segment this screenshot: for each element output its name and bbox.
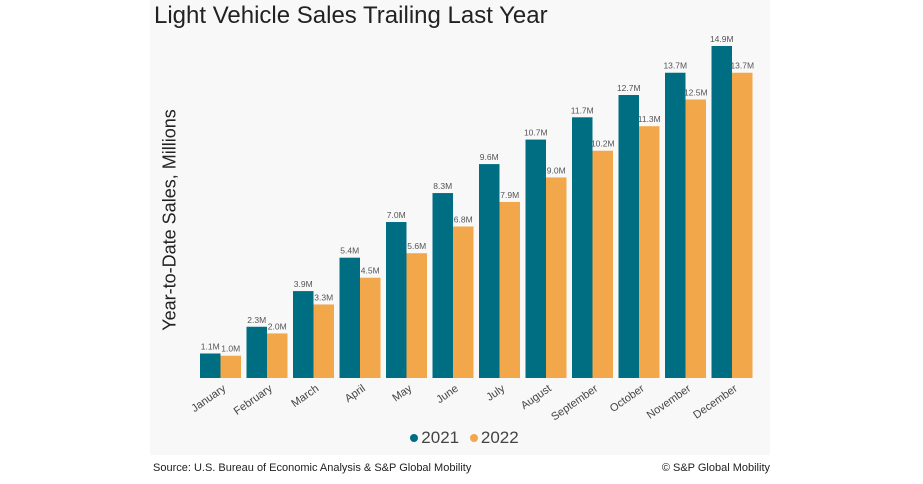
data-label-2022-october: 11.3M <box>638 114 661 124</box>
data-label-2022-june: 6.8M <box>454 214 473 224</box>
data-label-2021-may: 7.0M <box>387 210 406 220</box>
bar-2021-december <box>711 46 732 378</box>
x-tick-label-july: July <box>484 382 507 403</box>
data-label-2022-september: 10.2M <box>591 139 615 149</box>
bar-2022-september <box>592 150 613 378</box>
bar-2022-february <box>267 333 288 378</box>
data-label-2021-february: 2.3M <box>247 315 266 325</box>
data-label-2021-march: 3.9M <box>294 279 313 289</box>
x-tick-label-november: November <box>645 382 694 421</box>
data-label-2022-july: 7.9M <box>500 190 519 200</box>
data-label-2022-november: 12.5M <box>684 87 708 97</box>
x-tick-label-march: March <box>289 383 321 410</box>
legend-label-2021: 2021 <box>421 428 460 447</box>
data-label-2021-august: 10.7M <box>524 128 548 138</box>
x-tick-label-september: September <box>549 382 600 423</box>
copyright-note: © S&P Global Mobility <box>661 462 770 474</box>
legend-swatch-2022 <box>469 433 478 442</box>
data-label-2021-january: 1.1M <box>201 341 220 351</box>
bar-2021-august <box>525 139 546 378</box>
bar-2022-august <box>546 177 567 378</box>
x-tick-label-january: January <box>189 382 228 415</box>
source-note: Source: U.S. Bureau of Economic Analysis… <box>153 462 472 474</box>
legend-label-2022: 2022 <box>480 428 519 447</box>
legend-swatch-2021 <box>410 433 419 442</box>
bar-2022-may <box>406 253 427 378</box>
bar-2022-november <box>685 99 706 379</box>
chart-title: Light Vehicle Sales Trailing Last Year <box>154 2 548 29</box>
bar-2021-march <box>293 291 314 378</box>
bar-2021-november <box>665 72 686 379</box>
bar-2022-april <box>360 277 381 378</box>
bar-2021-july <box>479 164 500 378</box>
data-label-2021-june: 8.3M <box>433 181 452 191</box>
bar-2021-october <box>618 95 639 378</box>
bar-2022-june <box>453 226 474 378</box>
data-label-2022-may: 5.6M <box>407 241 426 251</box>
data-label-2021-december: 14.9M <box>710 34 734 44</box>
x-tick-label-june: June <box>434 383 460 407</box>
x-tick-label-may: May <box>390 382 414 404</box>
data-label-2021-april: 5.4M <box>340 246 359 256</box>
bar-2022-december <box>732 72 753 379</box>
data-label-2022-january: 1.0M <box>221 344 240 354</box>
bar-2022-july <box>499 201 520 378</box>
data-label-2021-september: 11.7M <box>571 105 594 115</box>
data-label-2022-august: 9.0M <box>547 165 566 175</box>
x-tick-label-october: October <box>608 382 647 414</box>
x-tick-label-december: December <box>691 382 740 421</box>
data-label-2022-march: 3.3M <box>314 292 333 302</box>
data-label-2021-october: 12.7M <box>617 83 641 93</box>
bar-2021-june <box>432 193 453 378</box>
x-tick-label-august: August <box>519 383 554 412</box>
data-label-2021-november: 13.7M <box>663 61 687 71</box>
bar-2021-january <box>200 353 221 378</box>
data-label-2022-february: 2.0M <box>268 321 287 331</box>
legend: 2021 2022 <box>0 428 923 448</box>
data-label-2022-december: 13.7M <box>730 61 754 71</box>
bar-2021-september <box>572 117 593 379</box>
data-label-2021-july: 9.6M <box>480 152 499 162</box>
bar-2021-february <box>246 326 267 378</box>
bar-2021-may <box>386 222 407 378</box>
data-label-2022-april: 4.5M <box>361 266 380 276</box>
bar-2021-april <box>339 257 360 378</box>
bar-2022-march <box>313 304 334 378</box>
x-tick-label-february: February <box>232 382 275 417</box>
bar-2022-october <box>639 126 660 378</box>
bar-2022-january <box>220 355 241 378</box>
x-tick-label-april: April <box>343 383 368 405</box>
